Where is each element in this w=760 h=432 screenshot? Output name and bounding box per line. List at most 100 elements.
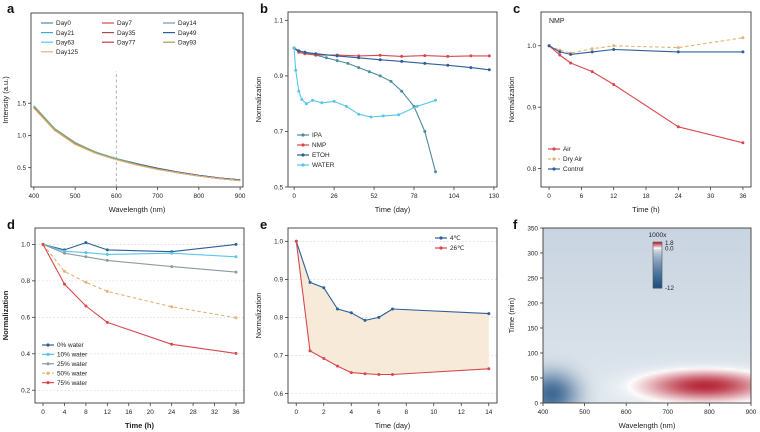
- svg-text:14: 14: [485, 409, 493, 416]
- svg-text:NMP: NMP: [312, 142, 326, 149]
- svg-text:Day7: Day7: [117, 20, 132, 27]
- svg-text:1.0: 1.0: [274, 239, 283, 246]
- svg-text:1.1: 1.1: [274, 18, 283, 25]
- svg-text:36: 36: [739, 193, 747, 200]
- svg-text:Intensity (a.u.): Intensity (a.u.): [1, 76, 10, 124]
- svg-text:24: 24: [675, 193, 683, 200]
- svg-text:Day35: Day35: [117, 30, 136, 37]
- svg-text:600: 600: [111, 193, 122, 200]
- svg-text:900: 900: [746, 409, 757, 416]
- svg-text:4℃: 4℃: [450, 235, 461, 242]
- svg-text:36: 36: [232, 409, 240, 416]
- svg-text:0% water: 0% water: [57, 342, 85, 349]
- svg-text:500: 500: [70, 193, 81, 200]
- svg-text:30: 30: [707, 193, 715, 200]
- chart-c-air-stability: 0 6 12 18 24 30 36 0.8 0.9 1.0 Time (h) Normalizati…: [507, 11, 752, 214]
- svg-text:Day21: Day21: [56, 30, 75, 37]
- chart-a-spectra: 400 500 600 700 800 900 0.5 1.0 1.5 Wavelength (n…: [1, 12, 246, 214]
- panel-letter-a: a: [7, 1, 15, 16]
- svg-text:600: 600: [621, 409, 632, 416]
- svg-text:16: 16: [125, 409, 133, 416]
- chart-e-temperature: 0 2 4 6 8 10 12 14 0.6 0.7 0.8 0.9 1.0 Time (day) Norm…: [254, 227, 498, 430]
- svg-text:1000x: 1000x: [649, 232, 668, 239]
- svg-text:Normalization: Normalization: [254, 77, 263, 123]
- svg-text:0: 0: [547, 193, 551, 200]
- svg-text:Time (day): Time (day): [375, 205, 411, 214]
- panel-e: e 0 2 4 6 8 10 12 14 0.6 0.7 0.8 0.9 1.0 Time (day) No…: [253, 216, 506, 432]
- svg-text:500: 500: [579, 409, 590, 416]
- svg-text:25% water: 25% water: [57, 361, 88, 368]
- svg-text:104: 104: [449, 193, 460, 200]
- svg-text:20: 20: [147, 409, 155, 416]
- svg-text:0.5: 0.5: [274, 184, 283, 191]
- svg-text:IPA: IPA: [312, 132, 323, 139]
- panel-a: a 400 500 600 700 800 900 0.5 1.0 1.5 Wavelength …: [0, 0, 253, 216]
- svg-text:1.0: 1.0: [527, 43, 536, 50]
- svg-text:Time (min): Time (min): [507, 297, 516, 333]
- svg-text:8: 8: [404, 409, 408, 416]
- svg-text:0.0: 0.0: [665, 246, 674, 253]
- panel-f: f 400 500 600 700 800 900 0 50 100 150 200 250 300 35…: [506, 216, 760, 432]
- svg-text:Time (day): Time (day): [375, 421, 411, 430]
- svg-text:18: 18: [642, 193, 650, 200]
- svg-text:Control: Control: [563, 166, 584, 173]
- svg-text:Day0: Day0: [56, 20, 71, 27]
- chart-d-water-content: 0 4 8 12 16 20 24 28 32 36 0.2 0.4 0.6 0.8 1.0 Time (h)…: [1, 227, 245, 430]
- svg-text:800: 800: [704, 409, 715, 416]
- chart-f-heatmap: 400 500 600 700 800 900 0 50 100 150 200 250 300 350 W…: [507, 225, 757, 430]
- panel-letter-b: b: [260, 1, 268, 16]
- svg-text:700: 700: [152, 193, 163, 200]
- svg-text:Time (h): Time (h): [125, 421, 155, 430]
- svg-text:0: 0: [294, 409, 298, 416]
- svg-text:-12: -12: [665, 285, 675, 292]
- panel-letter-d: d: [7, 217, 15, 232]
- svg-text:Air: Air: [563, 146, 572, 153]
- panel-letter-e: e: [260, 217, 268, 232]
- svg-text:Wavelength (nm): Wavelength (nm): [109, 205, 166, 214]
- svg-text:Normalization: Normalization: [1, 290, 10, 340]
- chart-b-solvent-stability: 0 26 52 78 104 130 0.5 0.7 0.9 1.1 Time (day) Norma…: [254, 11, 500, 214]
- svg-text:1.0: 1.0: [21, 242, 30, 249]
- svg-text:0: 0: [534, 400, 538, 407]
- panel-letter-c: c: [513, 1, 521, 16]
- svg-text:1.8: 1.8: [665, 240, 674, 247]
- svg-text:Day125: Day125: [56, 49, 78, 56]
- svg-text:400: 400: [29, 193, 40, 200]
- svg-text:6: 6: [580, 193, 584, 200]
- svg-text:0: 0: [292, 193, 296, 200]
- svg-text:12: 12: [458, 409, 466, 416]
- svg-text:12: 12: [610, 193, 618, 200]
- svg-text:Day49: Day49: [178, 30, 197, 37]
- svg-text:0.8: 0.8: [274, 315, 283, 322]
- panel-b: b 0 26 52 78 104 130 0.5 0.7 0.9 1.1 Time (day) Nor…: [253, 0, 506, 216]
- svg-text:250: 250: [527, 275, 538, 282]
- svg-text:2: 2: [322, 409, 326, 416]
- panel-d: d 0 4 8 12 16 20 24 28 32 36 0.2 0.4 0.6 0.8 1.0 Time (…: [0, 216, 253, 432]
- svg-text:6: 6: [377, 409, 381, 416]
- svg-text:4: 4: [63, 409, 67, 416]
- svg-text:NMP: NMP: [549, 18, 565, 25]
- svg-text:0.9: 0.9: [274, 277, 283, 284]
- svg-text:Day63: Day63: [56, 39, 75, 46]
- svg-text:0.7: 0.7: [274, 129, 283, 136]
- svg-text:700: 700: [662, 409, 673, 416]
- svg-text:26℃: 26℃: [450, 245, 464, 252]
- svg-text:28: 28: [190, 409, 198, 416]
- svg-text:0.8: 0.8: [527, 166, 536, 173]
- svg-text:52: 52: [371, 193, 379, 200]
- panel-c: c 0 6 12 18 24 30 36 0.8 0.9 1.0 Time (h) Normaliza…: [506, 0, 760, 216]
- svg-text:Day14: Day14: [178, 20, 197, 27]
- svg-text:78: 78: [410, 193, 418, 200]
- svg-text:Day77: Day77: [117, 39, 136, 46]
- svg-text:150: 150: [527, 325, 538, 332]
- svg-text:200: 200: [527, 300, 538, 307]
- svg-text:0.6: 0.6: [274, 391, 283, 398]
- svg-text:24: 24: [168, 409, 176, 416]
- svg-text:Time (h): Time (h): [632, 205, 660, 214]
- svg-text:ETOH: ETOH: [312, 152, 330, 159]
- svg-text:32: 32: [211, 409, 219, 416]
- svg-text:300: 300: [527, 250, 538, 257]
- svg-text:800: 800: [194, 193, 205, 200]
- panel-letter-f: f: [513, 217, 518, 232]
